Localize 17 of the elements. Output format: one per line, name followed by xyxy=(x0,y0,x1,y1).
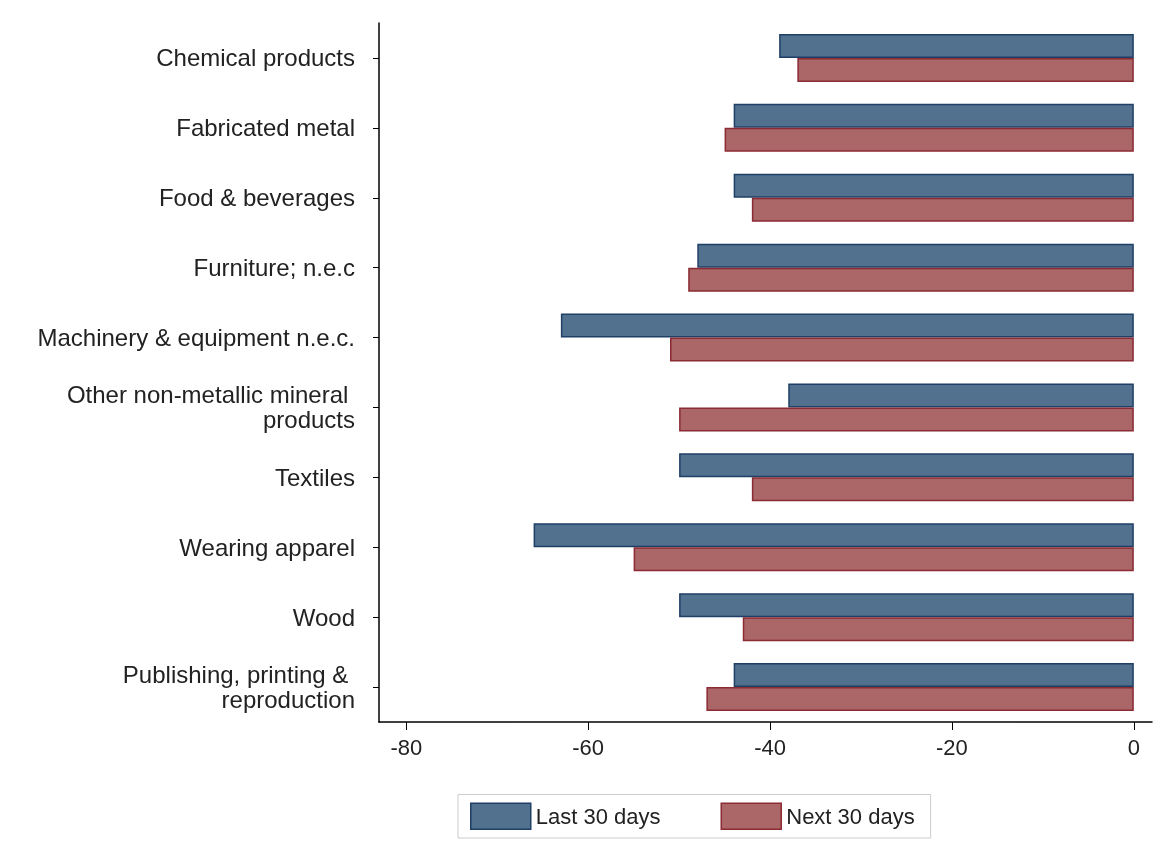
x-tick-label: -80 xyxy=(390,734,423,760)
y-tick-label: Chemical products xyxy=(156,44,355,72)
y-tick-label: Wearing apparel xyxy=(179,533,355,561)
y-tick-label: Textiles xyxy=(274,463,355,491)
y-tick-label: Machinery & equipment n.e.c. xyxy=(37,324,355,352)
x-tick-label: -40 xyxy=(754,734,786,760)
x-tick-label: 0 xyxy=(1127,734,1140,760)
x-tick-label: -20 xyxy=(936,734,968,760)
y-tick-label: Other non-metallic mineral products xyxy=(66,381,355,434)
y-tick-label: Fabricated metal xyxy=(176,114,355,142)
legend-label: Last 30 days xyxy=(535,803,661,829)
legend-label: Next 30 days xyxy=(786,803,915,829)
y-tick-label: Furniture; n.e.c xyxy=(193,254,355,282)
x-tick-label: -60 xyxy=(572,734,605,760)
y-tick-label: Wood xyxy=(292,603,355,631)
y-tick-label: Publishing, printing & reproduction xyxy=(122,661,355,714)
y-tick-label: Food & beverages xyxy=(158,184,355,212)
